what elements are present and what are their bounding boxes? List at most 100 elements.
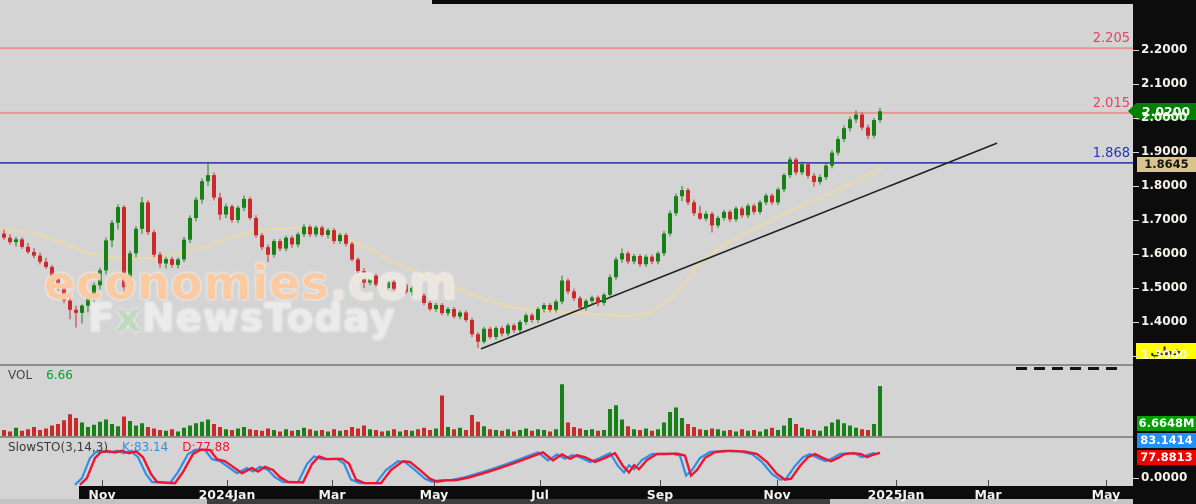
- volume-bar: [368, 429, 372, 436]
- candle-body: [710, 213, 714, 226]
- candle-body: [836, 139, 840, 153]
- candle-body: [722, 211, 726, 218]
- volume-bar: [674, 407, 678, 436]
- candle-body: [296, 234, 300, 245]
- volume-bar: [470, 415, 474, 436]
- volume-bar: [110, 424, 114, 436]
- candle-body: [2, 233, 6, 238]
- price-axis-label: 1.4000: [1141, 314, 1188, 328]
- price-axis-zero-label: 0.0000: [1141, 470, 1188, 484]
- candle-body: [308, 226, 312, 235]
- candle-body: [134, 228, 138, 254]
- volume-bar: [86, 427, 90, 436]
- volume-bar: [656, 429, 660, 436]
- candle-body: [680, 190, 684, 197]
- volume-bar: [128, 421, 132, 436]
- chart-scrollbar-thumb[interactable]: [207, 499, 830, 504]
- time-axis-tick: [660, 480, 661, 486]
- volume-bar: [236, 428, 240, 436]
- candle-body: [644, 256, 648, 265]
- volume-bar: [830, 422, 834, 436]
- candle-body: [20, 239, 24, 247]
- candle-body: [662, 233, 666, 254]
- volume-bar: [188, 425, 192, 436]
- watermark-brand-name: economies: [44, 256, 330, 310]
- price-axis-tick: [1133, 118, 1139, 119]
- candle-body: [8, 237, 12, 243]
- candle-body: [578, 298, 582, 308]
- volume-bar: [680, 418, 684, 436]
- price-axis-tick: [1133, 288, 1139, 289]
- price-axis-label: 1.6000: [1141, 246, 1188, 260]
- volume-bar: [356, 428, 360, 436]
- candle-body: [596, 297, 600, 303]
- candle-body: [26, 246, 30, 252]
- volume-bar: [194, 423, 198, 436]
- time-axis-tick: [777, 480, 778, 486]
- candle-body: [566, 280, 570, 292]
- volume-bar: [98, 421, 102, 436]
- volume-bar: [554, 429, 558, 436]
- volume-bar: [620, 419, 624, 436]
- price-axis-tick: [1133, 152, 1139, 153]
- candle-body: [476, 334, 480, 342]
- volume-bar: [488, 429, 492, 436]
- volume-bar: [212, 424, 216, 436]
- candle-body: [32, 251, 36, 256]
- candle-body: [320, 227, 324, 235]
- volume-current-badge: 6.6648M: [1137, 416, 1196, 431]
- candle-body: [212, 175, 216, 198]
- candle-body: [206, 175, 210, 182]
- candle-body: [314, 227, 318, 235]
- current-price-value: 2.0200: [1141, 103, 1191, 119]
- candle-body: [590, 297, 594, 301]
- volume-bar: [800, 427, 804, 436]
- candle-body: [782, 175, 786, 190]
- stoch-d-badge: 77.8813: [1137, 450, 1196, 465]
- candle-body: [464, 312, 468, 320]
- volume-bar: [68, 414, 72, 436]
- candle-body: [272, 241, 276, 255]
- candle-body: [452, 309, 456, 317]
- volume-bar: [578, 428, 582, 436]
- volume-bar: [440, 395, 444, 436]
- volume-bar: [206, 419, 210, 436]
- candle-body: [326, 230, 330, 235]
- volume-bar: [872, 424, 876, 436]
- candle-body: [482, 328, 486, 342]
- price-axis-tick: [1133, 322, 1139, 323]
- volume-bar: [770, 427, 774, 436]
- volume-bar: [116, 426, 120, 436]
- candle-body: [674, 196, 678, 214]
- time-axis[interactable]: [79, 486, 1133, 499]
- resistance-level-label-1: 2.205: [1092, 31, 1130, 47]
- time-axis-tick: [540, 480, 541, 486]
- candle-body: [770, 195, 774, 203]
- candle-body: [656, 253, 660, 262]
- candle-body: [536, 309, 540, 320]
- candle-body: [854, 114, 858, 120]
- time-axis-tick: [988, 480, 989, 486]
- scale-type-badge[interactable]: خطي: [1136, 343, 1196, 359]
- candle-body: [620, 253, 624, 260]
- time-axis-label: Mar: [318, 487, 346, 502]
- volume-bar: [506, 429, 510, 436]
- candle-body: [626, 253, 630, 262]
- volume-bar: [806, 429, 810, 436]
- candle-body: [548, 305, 552, 310]
- candle-body: [242, 198, 246, 208]
- resistance-level-label-2: 2.015: [1092, 95, 1130, 111]
- stoch-indicator-label: SlowSTO(3,14,3): [8, 440, 109, 454]
- watermark-tagline-f: F: [88, 296, 116, 341]
- candle-body: [500, 328, 504, 334]
- candle-body: [290, 237, 294, 245]
- volume-bar: [92, 424, 96, 436]
- stoch-k-badge: 83.1414: [1137, 433, 1196, 448]
- volume-bar: [32, 427, 36, 436]
- volume-bar: [302, 427, 306, 436]
- volume-bar: [56, 424, 60, 436]
- time-axis-label: May: [419, 487, 449, 502]
- candle-body: [338, 234, 342, 242]
- volume-bar: [332, 429, 336, 436]
- candle-body: [254, 217, 258, 236]
